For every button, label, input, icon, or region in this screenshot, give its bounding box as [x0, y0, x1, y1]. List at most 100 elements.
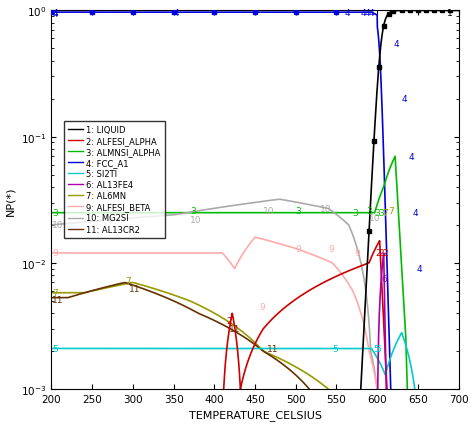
- 11: AL13CR2: (291, 0.00697): AL13CR2: (291, 0.00697): [123, 280, 128, 285]
- Text: 11: 11: [267, 344, 279, 353]
- Text: 10: 10: [320, 204, 332, 213]
- 10: MG2SI: (391, 0.0265): MG2SI: (391, 0.0265): [204, 207, 210, 213]
- 9: ALFESI_BETA: (391, 0.012): ALFESI_BETA: (391, 0.012): [204, 251, 210, 256]
- 1: LIQUID: (700, 1): LIQUID: (700, 1): [456, 9, 462, 14]
- Text: 11: 11: [229, 325, 240, 334]
- Line: 2: ALFESI_ALPHA: 2: ALFESI_ALPHA: [51, 241, 459, 426]
- Text: 7: 7: [125, 277, 130, 286]
- Text: 9: 9: [296, 245, 301, 253]
- Text: 4: 4: [408, 153, 414, 161]
- Text: 11: 11: [52, 296, 64, 305]
- Text: 4: 4: [401, 95, 407, 104]
- 5: SI2TI: (525, 0.0021): SI2TI: (525, 0.0021): [313, 346, 319, 351]
- Text: 4: 4: [52, 9, 58, 17]
- Legend: 1: LIQUID, 2: ALFESI_ALPHA, 3: ALMNSI_ALPHA, 4: FCC_A1, 5: SI2TI, 6: AL13FE4, 7:: 1: LIQUID, 2: ALFESI_ALPHA, 3: ALMNSI_AL…: [64, 121, 165, 238]
- Line: 6: AL13FE4: 6: AL13FE4: [51, 253, 459, 426]
- 7: AL6MN: (200, 0.0058): AL6MN: (200, 0.0058): [48, 291, 54, 296]
- Text: 3: 3: [52, 209, 58, 218]
- 4: FCC_A1: (525, 0.97): FCC_A1: (525, 0.97): [313, 11, 319, 16]
- Text: 6: 6: [381, 274, 387, 284]
- 5: SI2TI: (611, 0.00138): SI2TI: (611, 0.00138): [383, 369, 389, 374]
- 7: AL6MN: (391, 0.0043): AL6MN: (391, 0.0043): [204, 307, 210, 312]
- 3: ALMNSI_ALPHA: (291, 0.025): ALMNSI_ALPHA: (291, 0.025): [123, 210, 128, 216]
- 5: SI2TI: (391, 0.0021): SI2TI: (391, 0.0021): [204, 346, 210, 351]
- 11: AL13CR2: (200, 0.0053): AL13CR2: (200, 0.0053): [48, 296, 54, 301]
- 2: ALFESI_ALPHA: (603, 0.015): ALFESI_ALPHA: (603, 0.015): [377, 239, 383, 244]
- Text: 7: 7: [382, 209, 388, 218]
- 10: MG2SI: (200, 0.02): MG2SI: (200, 0.02): [48, 223, 54, 228]
- 11: AL13CR2: (290, 0.007): AL13CR2: (290, 0.007): [122, 280, 128, 285]
- Text: 10: 10: [52, 221, 64, 230]
- 5: SI2TI: (500, 0.0021): SI2TI: (500, 0.0021): [293, 346, 299, 351]
- 9: ALFESI_BETA: (573, 0.00537): ALFESI_BETA: (573, 0.00537): [353, 295, 358, 300]
- Text: 11: 11: [129, 284, 140, 293]
- Text: 9: 9: [355, 249, 360, 258]
- 4: FCC_A1: (200, 0.97): FCC_A1: (200, 0.97): [48, 11, 54, 16]
- 3: ALMNSI_ALPHA: (391, 0.025): ALMNSI_ALPHA: (391, 0.025): [204, 210, 210, 216]
- 3: ALMNSI_ALPHA: (500, 0.025): ALMNSI_ALPHA: (500, 0.025): [293, 210, 299, 216]
- Text: 3: 3: [353, 209, 358, 218]
- 4: FCC_A1: (391, 0.97): FCC_A1: (391, 0.97): [204, 11, 210, 16]
- Text: 7: 7: [52, 288, 58, 298]
- Text: 9: 9: [52, 249, 58, 258]
- 5: SI2TI: (291, 0.0021): SI2TI: (291, 0.0021): [123, 346, 128, 351]
- Text: 5: 5: [52, 344, 58, 353]
- 4: FCC_A1: (291, 0.97): FCC_A1: (291, 0.97): [123, 11, 128, 16]
- 9: ALFESI_BETA: (291, 0.012): ALFESI_BETA: (291, 0.012): [123, 251, 128, 256]
- Text: 10: 10: [190, 216, 201, 225]
- Text: 1: 1: [447, 9, 453, 17]
- Line: 5: SI2TI: 5: SI2TI: [51, 333, 459, 426]
- 11: AL13CR2: (525, 0.000848): AL13CR2: (525, 0.000848): [313, 396, 319, 401]
- Text: 4: 4: [412, 209, 418, 218]
- 2: ALFESI_ALPHA: (611, 0.00129): ALFESI_ALPHA: (611, 0.00129): [383, 373, 389, 378]
- Text: 4: 4: [173, 9, 179, 17]
- Text: 3: 3: [378, 209, 384, 218]
- Text: 7: 7: [388, 207, 393, 216]
- Text: 2: 2: [382, 249, 388, 258]
- Text: 5: 5: [332, 344, 338, 353]
- 5: SI2TI: (630, 0.0028): SI2TI: (630, 0.0028): [399, 331, 404, 336]
- 2: ALFESI_ALPHA: (573, 0.00909): ALFESI_ALPHA: (573, 0.00909): [352, 266, 358, 271]
- 2: ALFESI_ALPHA: (500, 0.00515): ALFESI_ALPHA: (500, 0.00515): [293, 297, 299, 302]
- Text: 5: 5: [373, 344, 379, 353]
- 6: AL13FE4: (608, 0.012): AL13FE4: (608, 0.012): [381, 251, 386, 256]
- Text: 9: 9: [259, 302, 265, 311]
- Text: 4: 4: [369, 9, 374, 17]
- Text: 10: 10: [369, 213, 381, 222]
- 9: ALFESI_BETA: (200, 0.012): ALFESI_BETA: (200, 0.012): [48, 251, 54, 256]
- Line: 9: ALFESI_BETA: 9: ALFESI_BETA: [51, 238, 459, 426]
- 7: AL6MN: (500, 0.0015): AL6MN: (500, 0.0015): [293, 365, 299, 370]
- Line: 7: AL6MN: 7: AL6MN: [51, 283, 459, 426]
- Text: 10: 10: [263, 207, 274, 216]
- Text: 5: 5: [375, 344, 381, 353]
- Text: 4: 4: [52, 10, 58, 19]
- 3: ALMNSI_ALPHA: (200, 0.025): ALMNSI_ALPHA: (200, 0.025): [48, 210, 54, 216]
- 10: MG2SI: (500, 0.0303): MG2SI: (500, 0.0303): [293, 200, 299, 205]
- 10: MG2SI: (480, 0.032): MG2SI: (480, 0.032): [277, 197, 283, 202]
- 9: ALFESI_BETA: (525, 0.0113): ALFESI_BETA: (525, 0.0113): [313, 254, 319, 259]
- Line: 10: MG2SI: 10: MG2SI: [51, 200, 459, 426]
- Text: 2: 2: [227, 316, 232, 325]
- Text: 2: 2: [375, 249, 381, 258]
- Text: 9: 9: [328, 245, 334, 253]
- 11: AL13CR2: (500, 0.00129): AL13CR2: (500, 0.00129): [293, 372, 299, 377]
- 7: AL6MN: (291, 0.00682): AL6MN: (291, 0.00682): [123, 282, 128, 287]
- 4: FCC_A1: (611, 0.0159): FCC_A1: (611, 0.0159): [383, 236, 389, 241]
- 7: AL6MN: (525, 0.00118): AL6MN: (525, 0.00118): [313, 377, 319, 383]
- Line: 3: ALMNSI_ALPHA: 3: ALMNSI_ALPHA: [51, 157, 459, 426]
- Text: 3: 3: [366, 207, 373, 216]
- 10: MG2SI: (291, 0.0224): MG2SI: (291, 0.0224): [123, 216, 128, 222]
- Text: 3: 3: [190, 207, 196, 216]
- Text: 4: 4: [416, 265, 422, 273]
- Text: 4: 4: [345, 9, 350, 17]
- 3: ALMNSI_ALPHA: (611, 0.0466): ALMNSI_ALPHA: (611, 0.0466): [383, 176, 389, 181]
- Text: 4: 4: [361, 9, 366, 17]
- 3: ALMNSI_ALPHA: (573, 0.025): ALMNSI_ALPHA: (573, 0.025): [352, 210, 358, 216]
- Line: 1: LIQUID: 1: LIQUID: [51, 12, 459, 426]
- Text: 4: 4: [365, 9, 371, 17]
- 4: FCC_A1: (500, 0.97): FCC_A1: (500, 0.97): [293, 11, 299, 16]
- 7: AL6MN: (300, 0.007): AL6MN: (300, 0.007): [130, 280, 136, 285]
- 3: ALMNSI_ALPHA: (525, 0.025): ALMNSI_ALPHA: (525, 0.025): [313, 210, 319, 216]
- Y-axis label: NP(*): NP(*): [6, 186, 16, 215]
- Text: 3: 3: [296, 207, 301, 216]
